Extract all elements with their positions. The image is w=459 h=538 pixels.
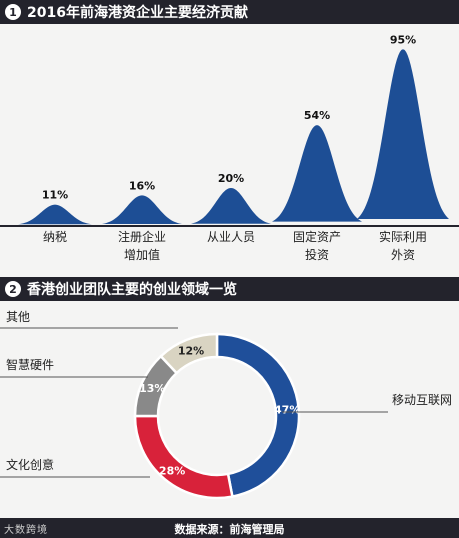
category-label: 智慧硬件	[6, 357, 54, 372]
category-label: 移动互联网	[392, 393, 452, 407]
slice-value-label: 13%	[139, 382, 165, 395]
value-label: 11%	[42, 189, 68, 202]
category-label: 注册企业	[118, 229, 166, 244]
section-title: 香港创业团队主要的创业领域一览	[27, 282, 237, 298]
value-label: 54%	[304, 109, 330, 122]
category-label: 投资	[305, 247, 329, 262]
value-label: 20%	[218, 172, 244, 185]
peak-5	[357, 49, 449, 220]
peak-3	[191, 188, 271, 224]
data-source: 数据来源：前海管理局	[174, 523, 285, 536]
peak-4	[272, 125, 362, 222]
slice-value-label: 47%	[274, 403, 300, 416]
watermark-text: 大数跨境	[4, 525, 48, 536]
category-label: 纳税	[43, 230, 67, 244]
category-label: 实际利用	[379, 229, 427, 244]
category-label: 从业人员	[207, 230, 255, 244]
donut-slice-1	[215, 332, 301, 499]
category-label: 外资	[391, 248, 415, 262]
value-label: 95%	[390, 33, 416, 46]
section-header-economic-contribution: 1 2016年前海港资企业主要经济贡献	[0, 0, 459, 24]
section-header-startup-fields: 2 香港创业团队主要的创业领域一览	[0, 277, 459, 301]
slice-value-label: 12%	[178, 345, 204, 358]
section-title: 2016年前海港资企业主要经济贡献	[27, 5, 248, 21]
category-label: 增加值	[124, 247, 160, 262]
value-label: 16%	[129, 179, 155, 192]
section-number-badge: 2	[5, 281, 21, 297]
category-label: 其他	[6, 310, 30, 324]
section-number-badge: 1	[5, 4, 21, 20]
category-label: 固定资产	[293, 229, 341, 244]
slice-value-label: 28%	[159, 464, 185, 477]
donut-slice-2	[133, 414, 234, 500]
peak-1	[18, 204, 92, 225]
footer-bar: 大数跨境 数据来源：前海管理局	[0, 518, 459, 538]
peak-2	[102, 195, 182, 224]
donut-slice-4	[159, 332, 219, 375]
category-label: 文化创意	[6, 457, 54, 472]
